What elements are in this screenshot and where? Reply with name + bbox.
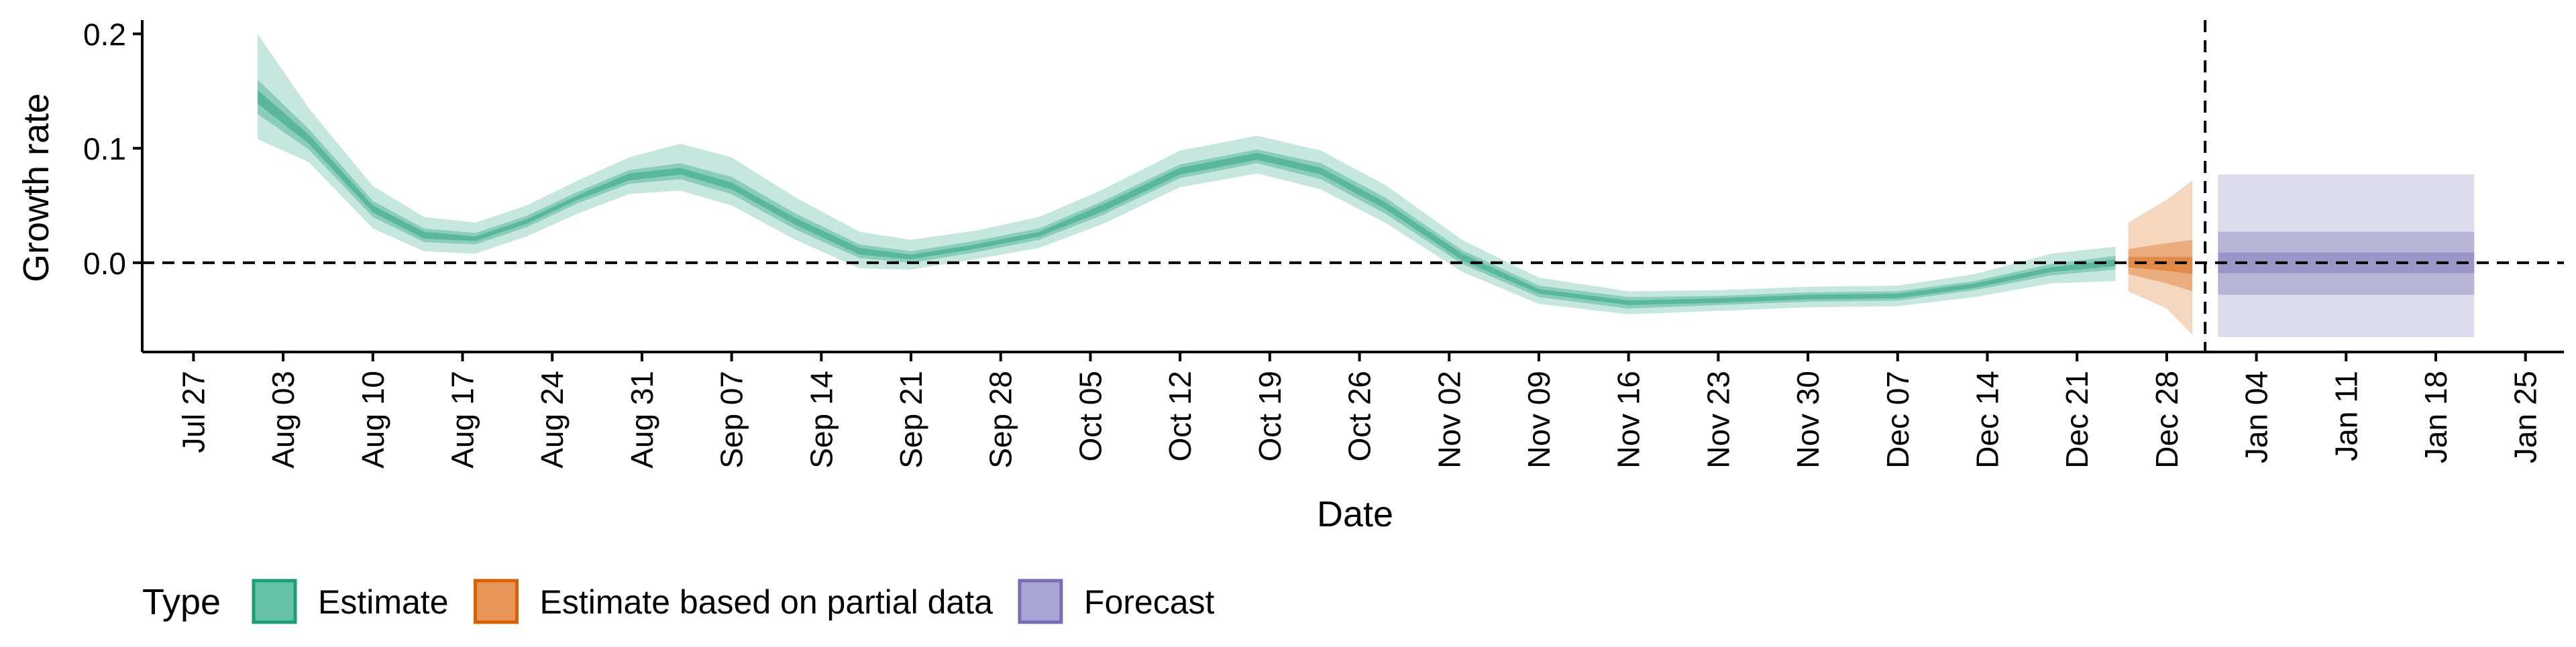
- x-tick-label: Aug 03: [266, 371, 301, 469]
- x-tick-label: Nov 30: [1790, 371, 1825, 469]
- x-tick-label: Nov 16: [1611, 371, 1646, 469]
- x-tick-label: Aug 24: [535, 371, 570, 469]
- x-tick-label: Dec 28: [2149, 371, 2184, 469]
- legend-label-estimate-based-on-partial-data: Estimate based on partial data: [540, 583, 994, 621]
- x-tick-label: Oct 05: [1073, 371, 1108, 462]
- x-tick-label: Dec 07: [1880, 371, 1915, 469]
- band-20-estimate: [257, 90, 2116, 305]
- legend-swatch-estimate-based-on-partial-data: [474, 579, 519, 624]
- x-tick-label: Oct 19: [1252, 371, 1287, 462]
- legend: Type Estimate Estimate based on partial d…: [142, 579, 1215, 624]
- band-90-forecast: [2218, 174, 2475, 337]
- legend-label-forecast: Forecast: [1084, 583, 1215, 621]
- y-tick-label: 0.1: [83, 131, 126, 166]
- y-axis-title: Growth rate: [16, 93, 56, 282]
- axis-titles: Date Growth rate: [16, 93, 1393, 534]
- axes: 0.0 0.1 0.2 Jul 27 Aug 03 Aug 10 Aug 17 Aug 24 A…: [83, 17, 2564, 469]
- band-90-estimate: [257, 34, 2116, 314]
- x-tick-label: Sep 07: [714, 371, 749, 469]
- x-tick-label: Jan 18: [2418, 371, 2453, 463]
- legend-swatch-forecast: [1018, 579, 1063, 624]
- x-tick-label: Dec 21: [2059, 371, 2094, 469]
- band-20-estimate-based-on-partial-data: [2128, 257, 2193, 274]
- x-tick-label: Oct 12: [1163, 371, 1197, 462]
- series-estimate-based-on-partial-data: [2128, 180, 2193, 335]
- x-tick-label: Sep 14: [804, 371, 839, 469]
- legend-label-estimate: Estimate: [318, 583, 449, 621]
- x-tick-label: Jan 04: [2239, 371, 2274, 463]
- uncertainty-bands: [257, 34, 2475, 337]
- x-tick-label: Sep 21: [894, 371, 928, 469]
- reference-lines: [142, 20, 2564, 352]
- series-forecast: [2218, 174, 2475, 337]
- x-tick-label: Oct 26: [1342, 371, 1377, 462]
- x-tick-label: Aug 10: [356, 371, 390, 469]
- x-tick-label: Dec 14: [1970, 371, 2005, 469]
- x-axis-title: Date: [1317, 494, 1393, 534]
- legend-title: Type: [142, 582, 221, 622]
- x-tick-label: Nov 09: [1521, 371, 1556, 469]
- x-tick-label: Nov 02: [1432, 371, 1466, 469]
- series-estimate: [257, 34, 2116, 314]
- x-tick-label: Aug 31: [625, 371, 659, 469]
- x-tick-label: Aug 17: [445, 371, 480, 469]
- legend-swatch-estimate: [252, 579, 297, 624]
- x-tick-label: Sep 28: [983, 371, 1018, 469]
- band-90-estimate-based-on-partial-data: [2128, 180, 2193, 335]
- x-tick-label: Jan 25: [2508, 371, 2543, 463]
- band-50-estimate-based-on-partial-data: [2128, 239, 2193, 292]
- y-tick-label: 0.2: [83, 17, 126, 52]
- band-50-estimate: [257, 79, 2116, 309]
- x-tick-label: Jan 11: [2328, 371, 2363, 461]
- x-tick-label: Jul 27: [176, 371, 211, 453]
- y-tick-label: 0.0: [83, 246, 126, 281]
- x-tick-label: Nov 23: [1701, 371, 1735, 469]
